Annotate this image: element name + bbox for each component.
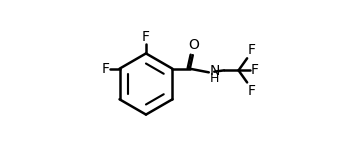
Text: F: F <box>251 63 259 77</box>
Text: F: F <box>142 30 150 44</box>
Text: F: F <box>248 43 256 57</box>
Text: O: O <box>188 37 199 52</box>
Text: N: N <box>210 64 220 78</box>
Text: F: F <box>102 62 110 76</box>
Text: F: F <box>248 84 256 98</box>
Text: H: H <box>210 72 220 86</box>
